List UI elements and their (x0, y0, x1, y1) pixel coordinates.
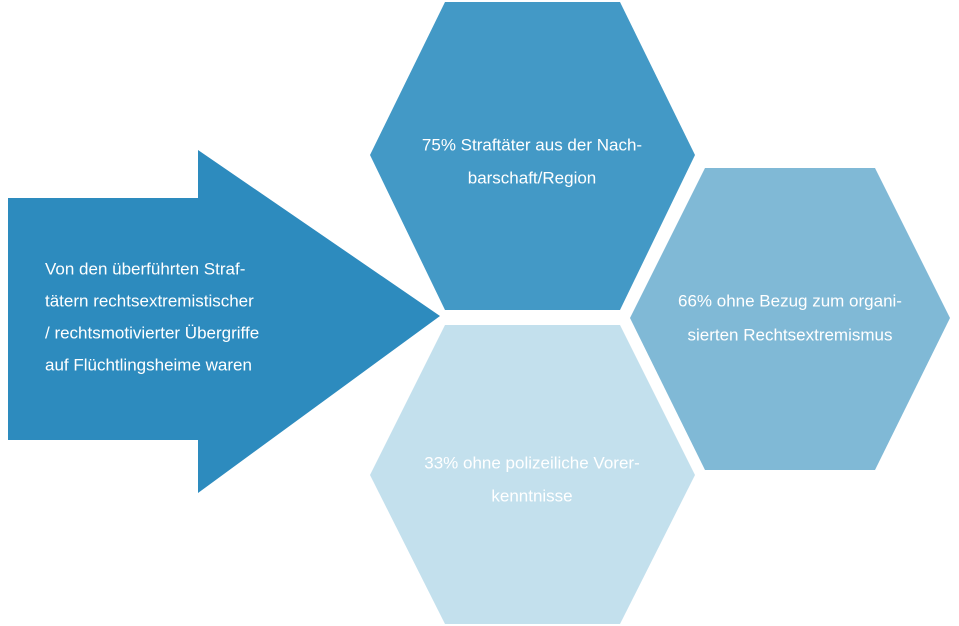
hexagon-text: 75% Straftäter aus der Nach- (422, 135, 642, 154)
hexagon (370, 325, 695, 624)
arrow (8, 150, 440, 493)
arrow-text: auf Flüchtlingsheime waren (45, 355, 252, 374)
hexagon (630, 168, 950, 470)
arrow-text: tätern rechtsextremistischer (45, 291, 254, 310)
hexagon (370, 2, 695, 310)
arrow-text: Von den überführten Straf- (45, 259, 245, 278)
arrow-text: / rechtsmotivierter Übergriffe (45, 323, 259, 342)
hexagon-text: sierten Rechtsextremismus (687, 325, 892, 344)
hexagon-text: kenntnisse (491, 486, 572, 505)
hexagon-text: barschaft/Region (468, 168, 597, 187)
hexagon-text: 66% ohne Bezug zum organi- (678, 291, 902, 310)
hexagon-text: 33% ohne polizeiliche Vorer- (424, 453, 639, 472)
